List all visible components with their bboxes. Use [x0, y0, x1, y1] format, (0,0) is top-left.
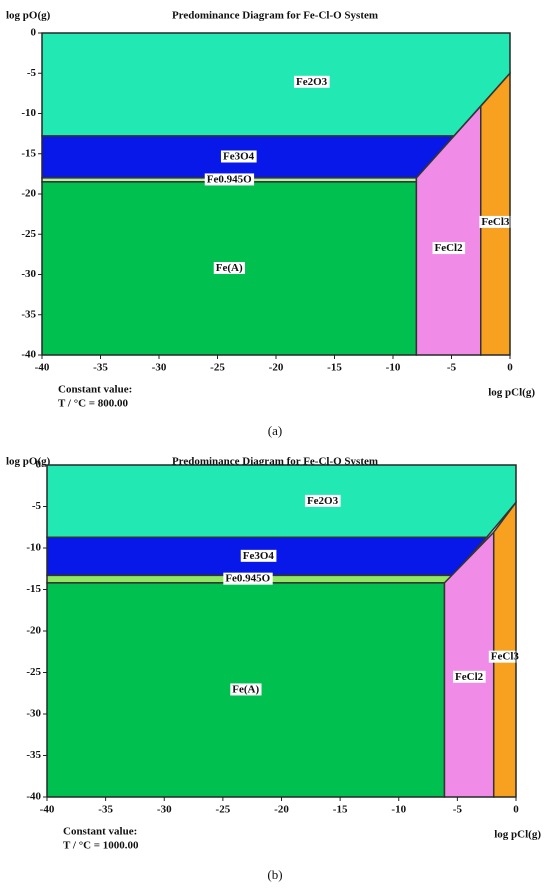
x-axis-label: log pCl(g)	[488, 387, 535, 399]
region	[480, 71, 511, 356]
y-tick-label: 0	[31, 27, 37, 39]
x-tick-label: -5	[453, 804, 463, 816]
region-label-bg	[293, 75, 330, 88]
annotation: Constant value:	[58, 384, 132, 396]
region-label: Fe3O4	[243, 550, 275, 562]
region-label-bg	[204, 173, 255, 186]
x-axis-label: log pCl(g)	[494, 829, 541, 841]
x-tick-label: -20	[274, 804, 289, 816]
y-tick-label: -15	[26, 583, 41, 595]
y-tick-label: -30	[21, 268, 36, 280]
region-label-bg	[240, 549, 277, 562]
y-tick-label: -15	[21, 147, 36, 159]
y-tick-label: -25	[21, 228, 36, 240]
caption: (a)	[268, 423, 282, 438]
y-tick-label: -10	[26, 542, 41, 554]
y-tick-label: -5	[32, 500, 42, 512]
x-tick-label: -10	[386, 362, 401, 374]
y-tick-label: -30	[26, 708, 41, 720]
chart-title: Predominance Diagram for Fe-Cl-O System	[172, 10, 378, 22]
y-tick-label: -10	[21, 107, 36, 119]
y-axis-label: log pO(g)	[6, 10, 51, 22]
y-tick-label: -5	[27, 67, 37, 79]
region-label-bg	[453, 670, 486, 683]
y-tick-label: -40	[26, 791, 41, 803]
region	[492, 500, 517, 798]
x-tick-label: -30	[157, 804, 172, 816]
y-tick-label: -35	[26, 749, 41, 761]
y-tick-label: -20	[21, 188, 36, 200]
x-tick-label: -25	[210, 362, 225, 374]
caption: (b)	[267, 867, 282, 882]
region-label: Fe(A)	[216, 262, 243, 274]
x-tick-label: -15	[327, 362, 342, 374]
x-tick-label: -10	[391, 804, 406, 816]
region-label: Fe3O4	[223, 151, 255, 163]
y-tick-label: -35	[21, 308, 36, 320]
x-tick-label: -20	[269, 362, 284, 374]
x-tick-label: -15	[333, 804, 348, 816]
region	[41, 32, 511, 137]
region-label-bg	[223, 572, 273, 585]
x-tick-label: 0	[513, 804, 519, 816]
x-tick-label: -25	[216, 804, 231, 816]
annotation: T / °C = 800.00	[58, 398, 129, 410]
x-tick-label: -30	[152, 362, 167, 374]
y-tick-label: -20	[26, 625, 41, 637]
y-tick-label: -40	[21, 349, 36, 361]
region-label-bg	[220, 150, 257, 163]
region-label: Fe(A)	[232, 683, 259, 695]
x-tick-label: -40	[40, 804, 55, 816]
region-label-bg	[230, 683, 262, 696]
y-tick-label: 0	[36, 459, 42, 471]
x-tick-label: -40	[35, 362, 50, 374]
y-tick-label: -25	[26, 666, 41, 678]
annotation: Constant value:	[63, 826, 137, 838]
region-label-bg	[479, 215, 512, 228]
x-tick-label: -5	[447, 362, 457, 374]
region	[46, 464, 517, 538]
y-axis-label: log pO(g)	[6, 456, 51, 468]
region-label: Fe2O3	[296, 76, 328, 88]
region-label-bg	[432, 242, 466, 255]
region-label: FeCl3	[491, 651, 520, 663]
region-label: Fe0.945O	[225, 573, 270, 585]
region-label-bg	[304, 494, 341, 507]
region-label-bg	[488, 650, 522, 663]
x-tick-label: -35	[98, 804, 113, 816]
region-label: FeCl3	[481, 216, 510, 228]
region-label: FeCl2	[455, 671, 484, 683]
region-label: FeCl2	[435, 242, 464, 254]
region-label: Fe2O3	[307, 495, 339, 507]
region-label: Fe0.945O	[207, 173, 252, 185]
x-tick-label: 0	[507, 362, 513, 374]
annotation: T / °C = 1000.00	[63, 840, 139, 852]
region-label-bg	[213, 261, 245, 274]
x-tick-label: -35	[93, 362, 108, 374]
